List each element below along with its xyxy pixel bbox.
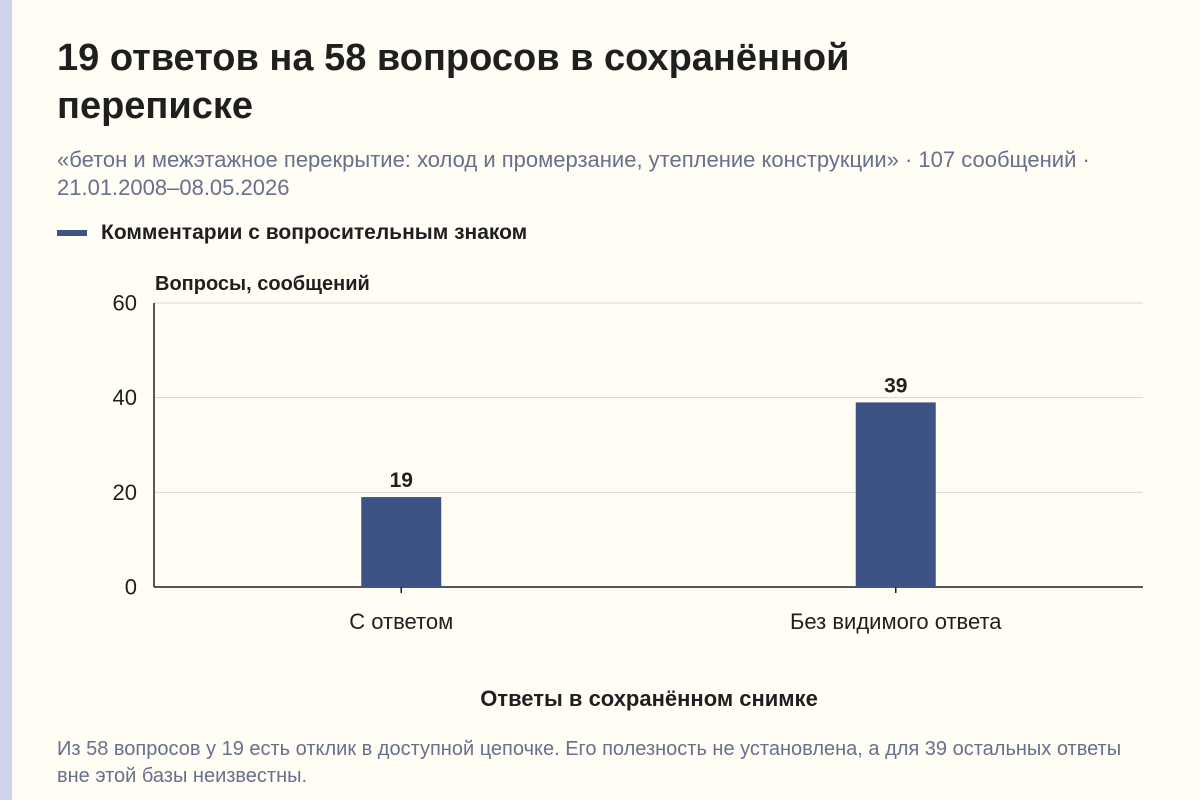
chart-subtitle: «бетон и межэтажное перекрытие: холод и … [57,147,1090,200]
bar [361,497,442,587]
legend-swatch [57,230,87,236]
data-label: 39 [884,374,907,397]
data-label: 19 [390,469,413,492]
y-tick-label: 40 [113,385,137,410]
legend-label: Комментарии с вопросительным знаком [101,221,528,244]
bar [855,402,936,587]
chart-title: 19 ответов на 58 вопросов в сохранённой … [57,37,850,127]
legend: Комментарии с вопросительным знаком [57,218,527,248]
y-tick-label: 0 [125,575,137,600]
y-axis-label: Вопросы, сообщений [155,273,370,295]
x-tick-label: С ответом [349,609,453,634]
accent-strip [0,0,12,800]
x-tick-label: Без видимого ответа [790,609,1002,634]
x-axis-label: Ответы в сохранённом снимке [480,686,818,711]
y-tick-label: 60 [113,291,137,316]
footnote: Из 58 вопросов у 19 есть отклик в доступ… [57,738,1122,787]
y-tick-label: 20 [113,480,137,505]
